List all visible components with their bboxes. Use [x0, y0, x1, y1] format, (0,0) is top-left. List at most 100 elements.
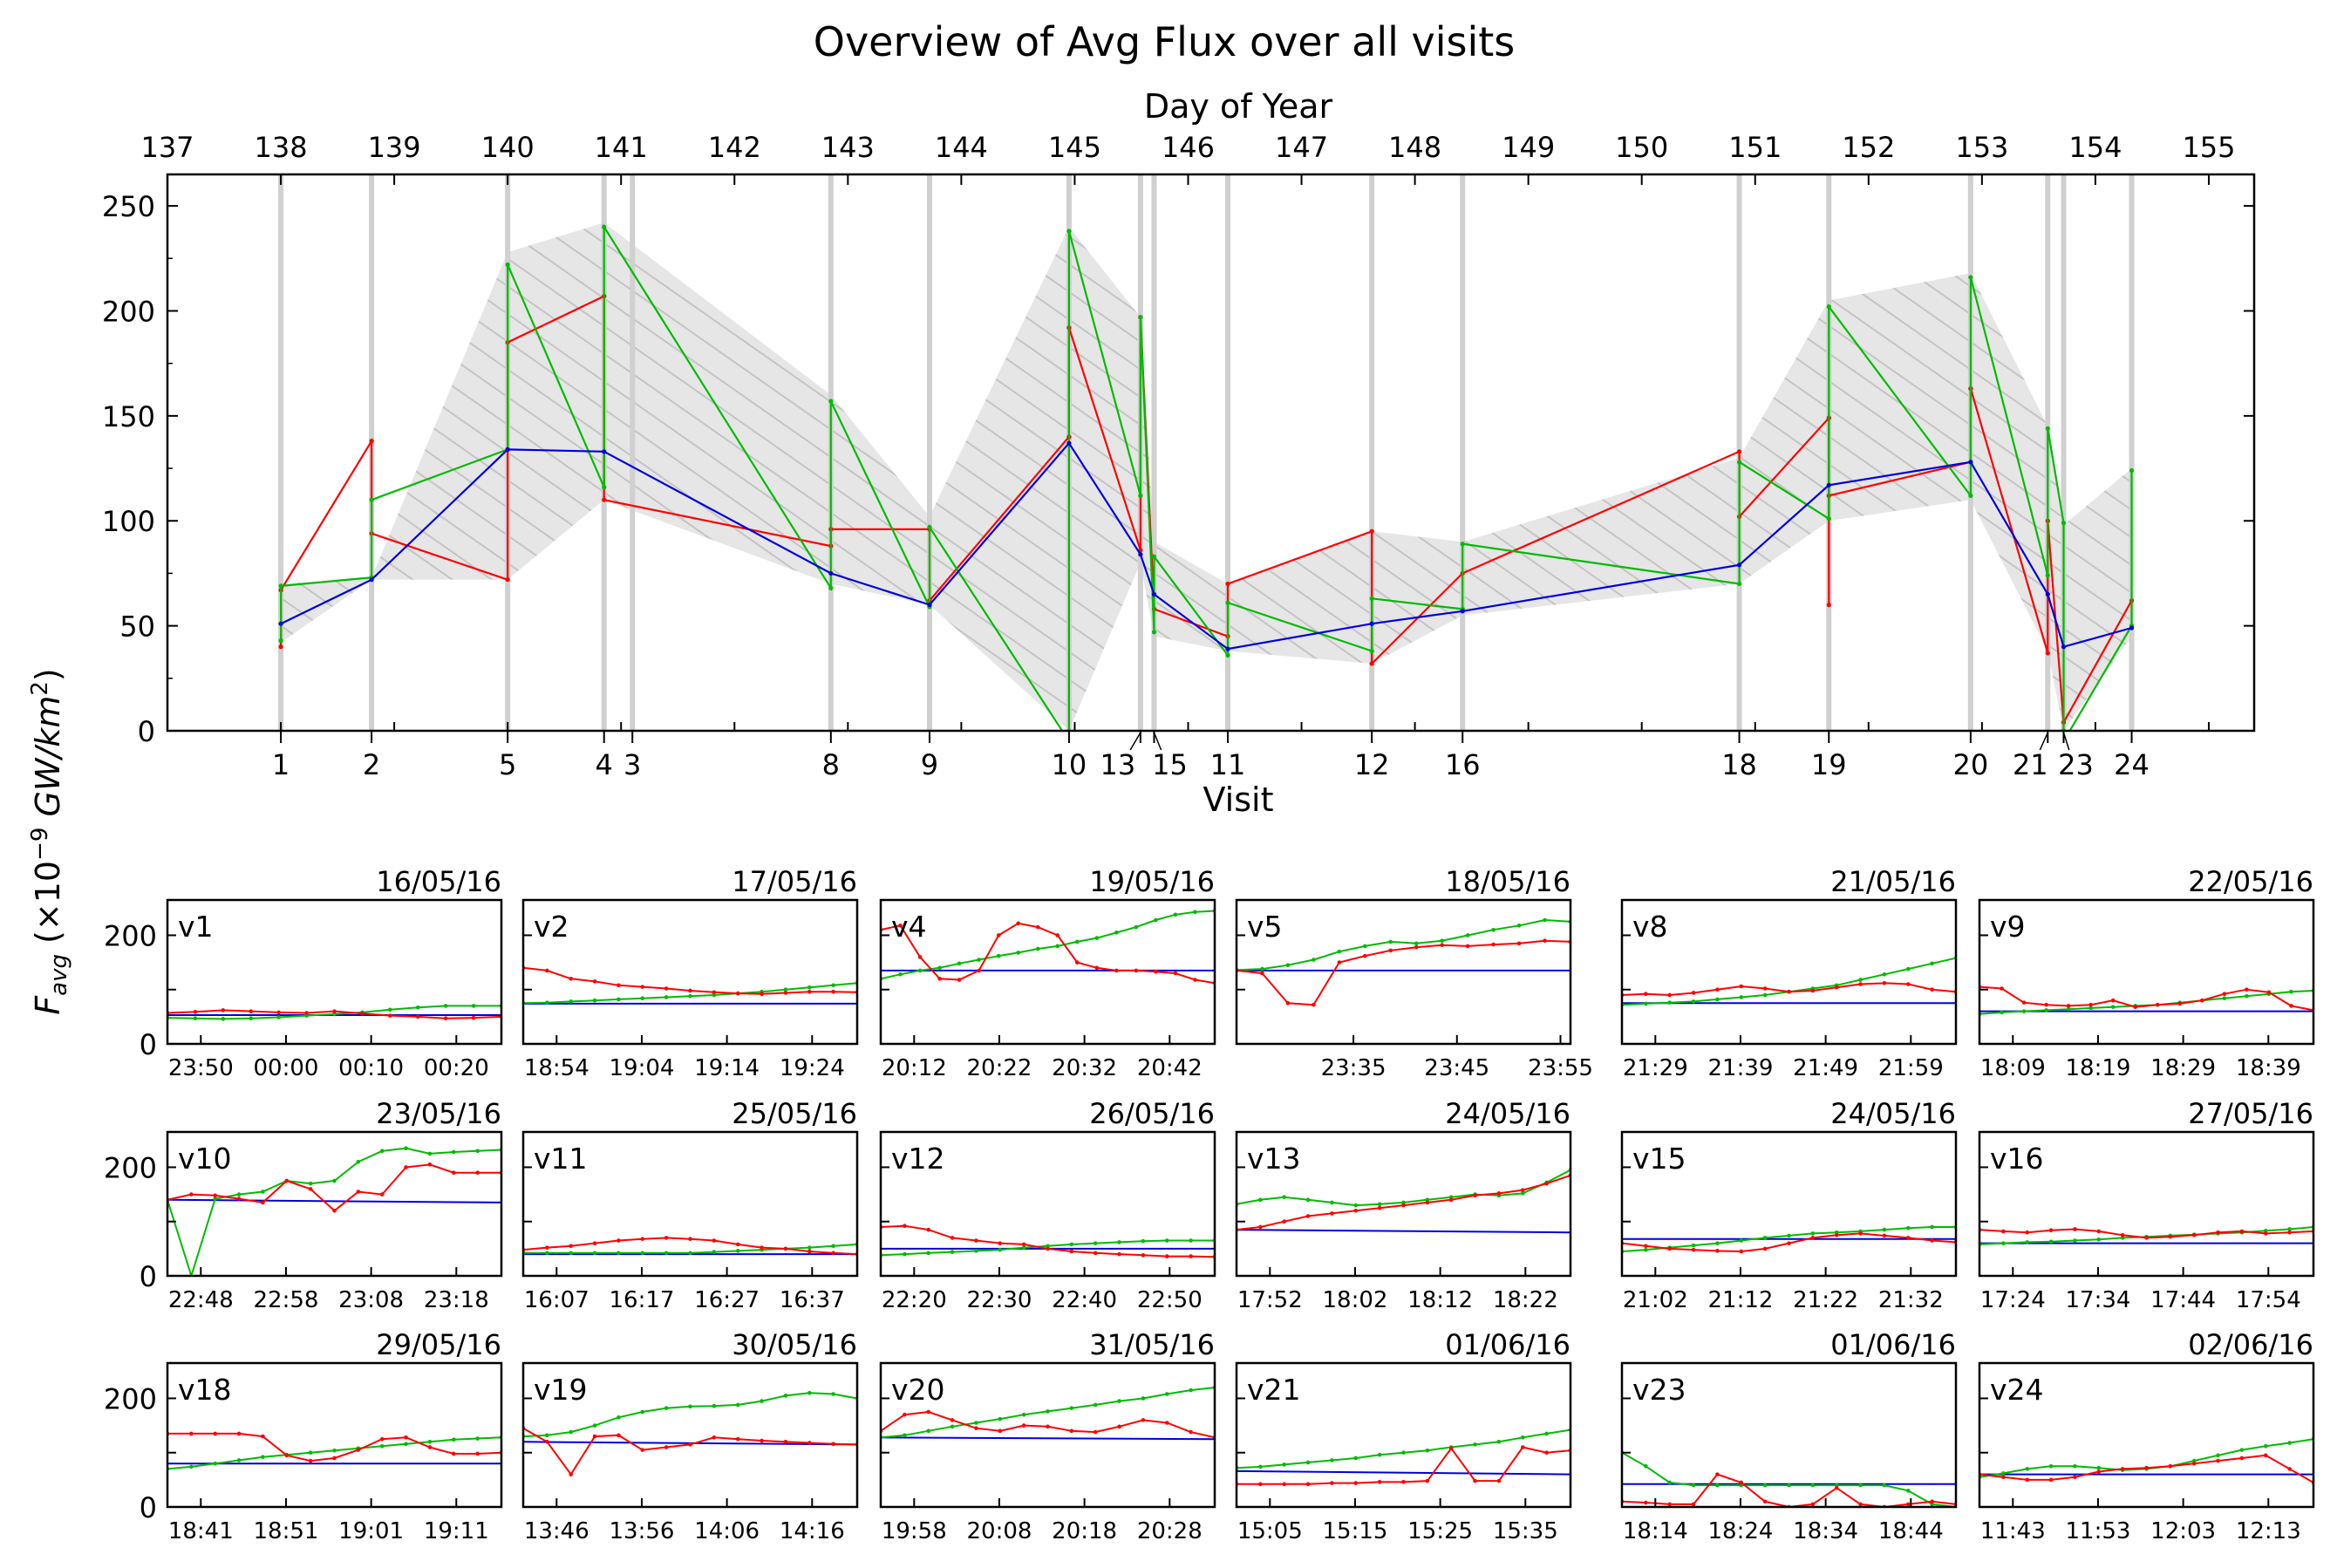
panel-red-line-point	[1905, 982, 1911, 986]
data-point	[1968, 275, 1973, 280]
panel-plot	[1979, 985, 2313, 1017]
panel-red-line-point	[388, 1013, 392, 1018]
visit-tick-label: 1	[272, 748, 290, 781]
panel-red-line	[881, 922, 1215, 985]
panel-red-line-point	[1154, 969, 1158, 974]
panel-green-line-point	[592, 998, 597, 1003]
doy-tick-label: 140	[481, 131, 535, 164]
panel-red-line-point	[831, 1442, 835, 1447]
panel-green-line-point	[2025, 1240, 2030, 1244]
panel-red-line-point	[1667, 1502, 1673, 1507]
panel-red-line-point	[2191, 1461, 2197, 1466]
panel-red-line-point	[2239, 1229, 2245, 1234]
doy-tick-label: 152	[1842, 131, 1895, 164]
panel-x-tick-label: 18:34	[1793, 1518, 1858, 1544]
panel-green-line-point	[2001, 1471, 2006, 1476]
panel-green-line-point	[2096, 1465, 2102, 1470]
panel-red-line-point	[2096, 1469, 2102, 1474]
doy-tick-label: 150	[1615, 131, 1668, 164]
panel-red-line-point	[592, 1241, 597, 1245]
panel-green-line-point	[1258, 1464, 1263, 1469]
panel-red-line-point	[276, 1010, 281, 1015]
panel-green-line-point	[404, 1146, 408, 1150]
panel-red-line-point	[1810, 1236, 1816, 1240]
panel-green-line-point	[569, 1251, 574, 1256]
panel-red-line-point	[1330, 1211, 1334, 1216]
panel-x-tick-label: 17:24	[1980, 1287, 2046, 1313]
visit-tick-label: 19	[1811, 748, 1847, 781]
panel-red-line-point	[592, 979, 597, 984]
panel-red-line-point	[760, 1245, 764, 1250]
panel-green-line-point	[1353, 1456, 1359, 1461]
panel-green-line-point	[712, 1250, 717, 1254]
visit-panel-v10: 0 200 v10 23/05/16 22:48 22:58 23:08 23:18	[104, 1097, 503, 1313]
panel-green-line-point	[617, 997, 621, 1002]
panel-green-line-point	[1312, 958, 1316, 962]
panel-green-line-point	[688, 1404, 692, 1409]
panel-plot	[1237, 1428, 1570, 1487]
panel-x-tick-label: 14:06	[694, 1518, 760, 1544]
panel-visit-label: v24	[1990, 1373, 2044, 1407]
panel-green-line-point	[415, 1005, 420, 1010]
panel-green-line-point	[617, 1415, 621, 1420]
panel-red-line-point	[1134, 968, 1139, 973]
panel-visit-label: v5	[1247, 910, 1283, 944]
panel-red-line-point	[2263, 1453, 2268, 1458]
panel-red-line-point	[1691, 1247, 1696, 1252]
panel-red-line-point	[2287, 1467, 2292, 1471]
data-point	[1968, 460, 1973, 465]
panel-red-line-point	[1258, 1482, 1263, 1487]
doy-tick-label: 151	[1728, 131, 1782, 164]
panel-red-line-point	[688, 1442, 692, 1447]
panel-red-line-point	[404, 1165, 408, 1169]
panel-red-line-point	[284, 1453, 290, 1458]
data-point	[2061, 644, 2067, 650]
panel-red-line-point	[2133, 1005, 2138, 1009]
panel-red-line-point	[427, 1162, 433, 1167]
panel-green-line-point	[1667, 1480, 1673, 1485]
panel-green-line-point	[783, 1394, 788, 1398]
panel-date: 16/05/16	[376, 865, 501, 898]
panel-red-line-point	[2110, 998, 2116, 1003]
panel-red-line-point	[1055, 933, 1060, 937]
panel-red-line-point	[1425, 1200, 1430, 1205]
panel-green-line-point	[2044, 1008, 2048, 1012]
panel-green-line-point	[1074, 939, 1080, 944]
panel-red-line-point	[1093, 1429, 1098, 1435]
panel-green-line-point	[664, 1406, 669, 1410]
panel-red-line-point	[189, 1192, 194, 1196]
panel-x-tick-label: 18:44	[1878, 1518, 1944, 1544]
panel-x-tick-label: 19:04	[609, 1055, 674, 1081]
panel-x-tick-label: 17:44	[2150, 1287, 2216, 1313]
panel-green-line-point	[2048, 1239, 2054, 1244]
panel-plot	[881, 1385, 1215, 1441]
panel-green-line-point	[276, 1015, 281, 1019]
visit-tick-label: 18	[1721, 748, 1757, 781]
panel-green-line-point	[2222, 996, 2227, 1000]
panel-red-line-point	[415, 1014, 420, 1019]
panel-green-line-point	[1035, 946, 1040, 951]
panel-frame	[1620, 1361, 1958, 1509]
panel-date: 17/05/16	[732, 865, 857, 898]
panel-green-line-point	[640, 996, 645, 1000]
panel-red-line-point	[261, 1200, 265, 1205]
panel-green-line-point	[1353, 1203, 1359, 1208]
panel-green-line-point	[1739, 995, 1744, 999]
panel-red-line-point	[332, 1208, 337, 1213]
panel-plot	[523, 965, 857, 1006]
panel-green-line-point	[688, 993, 692, 999]
panel-visit-label: v13	[1247, 1142, 1301, 1176]
panel-red-line-point	[712, 1238, 717, 1243]
panel-red-line-point	[1905, 1502, 1911, 1507]
data-point	[1736, 581, 1742, 587]
panel-green-line-point	[332, 1448, 337, 1453]
panel-red-line-point	[1189, 1429, 1193, 1435]
panel-green-line-point	[236, 1192, 242, 1196]
panel-y-tick-label: 200	[104, 919, 157, 952]
panel-red-line-point	[712, 1435, 717, 1440]
panel-red-line-point	[1787, 989, 1791, 994]
panel-red-line-point	[404, 1435, 408, 1440]
panel-y-tick-label: 200	[104, 1382, 157, 1415]
panel-red-line-point	[1810, 988, 1816, 993]
